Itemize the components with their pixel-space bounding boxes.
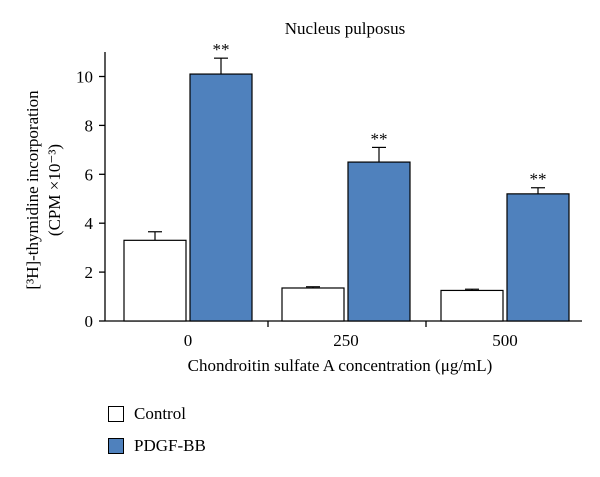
x-tick-label: 250 (333, 331, 359, 350)
legend-label-pdgf-bb: PDGF-BB (134, 436, 206, 455)
bars: ** ** ** (123, 40, 570, 322)
y-tick-label: 10 (76, 68, 93, 87)
bar-control-250 (281, 287, 345, 322)
bar-control-500 (440, 289, 504, 322)
significance-label: ** (530, 170, 547, 189)
x-axis-label: Chondroitin sulfate A concentration (μg/… (188, 356, 493, 375)
legend-item-control: Control (108, 404, 206, 424)
chart-title: Nucleus pulposus (285, 19, 405, 38)
x-tick-label: 0 (184, 331, 193, 350)
legend-swatch-pdgf-bb (108, 438, 124, 454)
y-tick-label: 4 (85, 214, 94, 233)
bar-control-0 (123, 239, 187, 322)
bar-chart: Nucleus pulposus [³H]-thymidine incorpor… (23, 19, 582, 375)
significance-label: ** (213, 40, 230, 59)
x-tick-label: 500 (492, 331, 518, 350)
y-tick-label: 2 (85, 263, 94, 282)
y-tick-label: 6 (85, 165, 94, 184)
bar-pdgf-bb-250 (347, 161, 411, 322)
legend: Control PDGF-BB (108, 404, 206, 468)
legend-item-pdgf-bb: PDGF-BB (108, 436, 206, 456)
bar-pdgf-bb-0 (189, 73, 253, 322)
y-axis-label-group: [³H]-thymidine incorporation (CPM ×10⁻³) (23, 90, 64, 290)
legend-swatch-control (108, 406, 124, 422)
significance-label: ** (371, 129, 388, 148)
y-axis-ticks: 0 2 4 6 8 10 (76, 68, 105, 331)
x-axis-ticks: 0 250 500 (184, 321, 518, 350)
y-tick-label: 0 (85, 312, 94, 331)
y-tick-label: 8 (85, 116, 94, 135)
legend-label-control: Control (134, 404, 186, 423)
y-axis-label-line2: (CPM ×10⁻³) (45, 144, 64, 236)
y-axis-label-line1: [³H]-thymidine incorporation (23, 90, 42, 290)
bar-pdgf-bb-500 (506, 193, 570, 322)
